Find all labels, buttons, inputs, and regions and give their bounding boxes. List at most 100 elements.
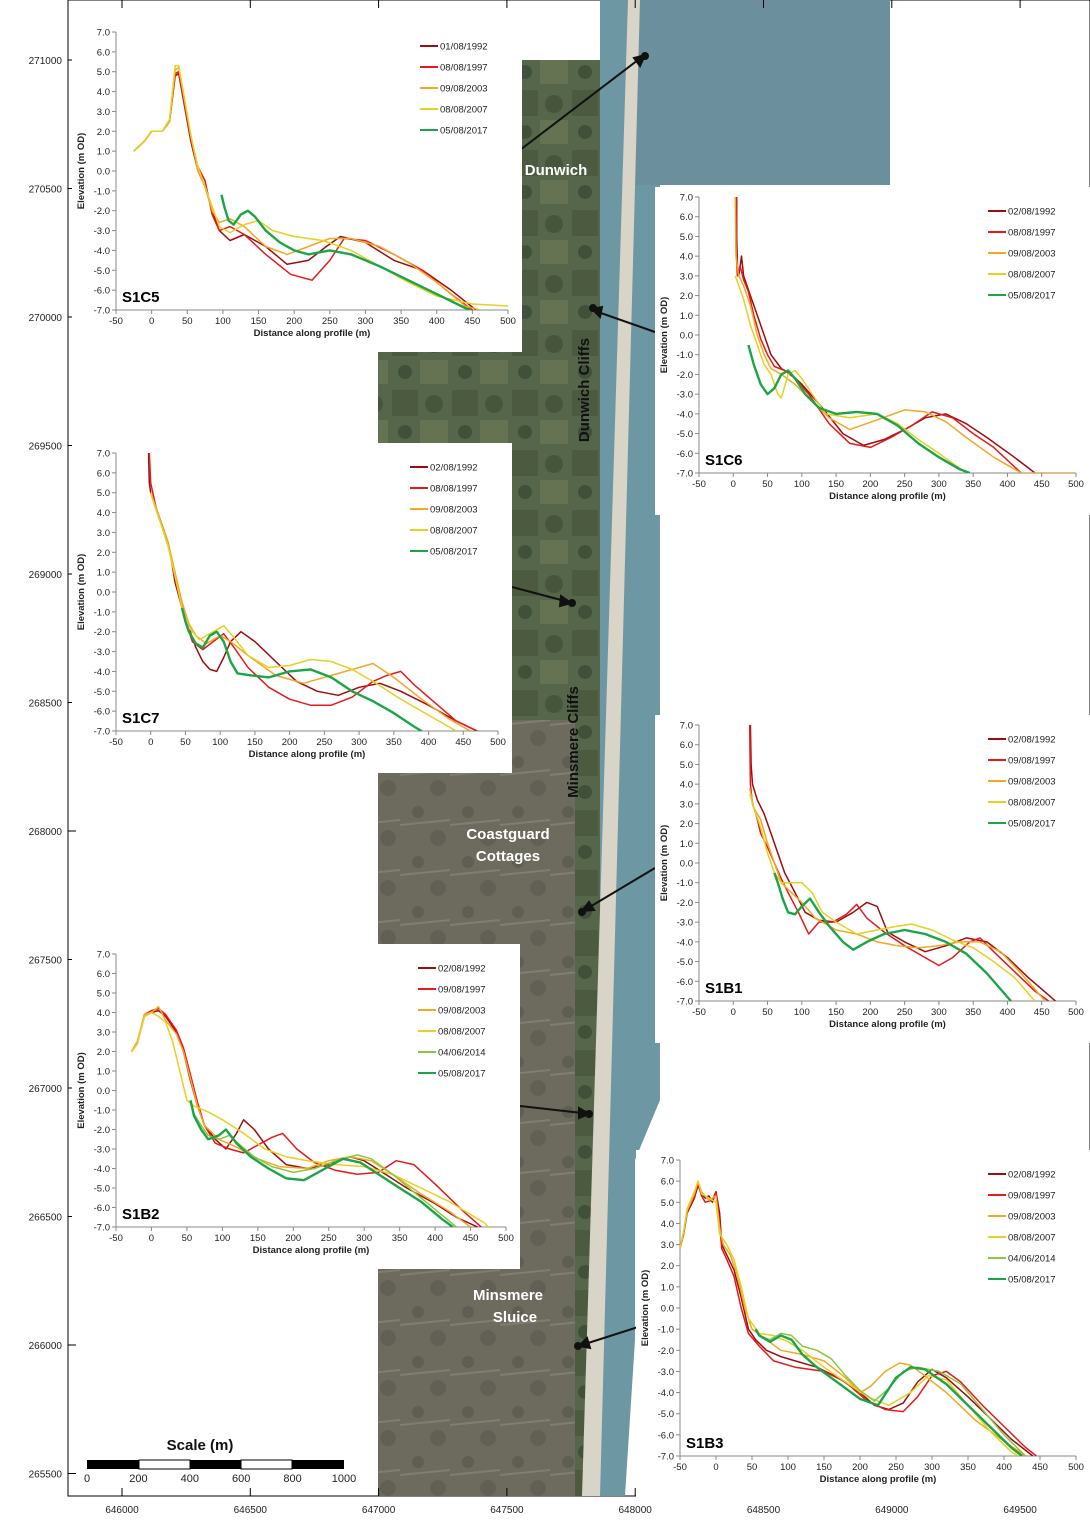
x-tick-label: 100 [780, 1462, 796, 1473]
y-tick-label: -1.0 [658, 1325, 674, 1336]
y-tick-label: 0.0 [680, 331, 693, 342]
map-x-tick-label: 647500 [490, 1505, 524, 1516]
y-tick-label: 4.0 [680, 780, 693, 791]
arrow-s1c7 [511, 586, 566, 602]
x-tick-label: 0 [148, 737, 153, 748]
legend-label: 09/08/1997 [438, 985, 486, 996]
legend-label: 02/08/1992 [430, 463, 478, 474]
legend-label: 05/08/2017 [430, 547, 478, 558]
y-tick-label: 7.0 [97, 28, 110, 39]
y-tick-label: 3.0 [661, 1240, 674, 1251]
chart-background [636, 1150, 1090, 1498]
profile-label: S1B1 [705, 980, 743, 997]
y-tick-label: 2.0 [97, 548, 110, 559]
scale-bar-label: 800 [283, 1473, 301, 1485]
x-tick-label: -50 [673, 1462, 687, 1473]
y-tick-label: 4.0 [97, 87, 110, 98]
map-y-tick-label: 266500 [29, 1213, 63, 1224]
x-axis-label: Distance along profile (m) [829, 491, 946, 502]
profile-label: S1C6 [705, 452, 743, 469]
place-label-sluice-2: Sluice [493, 1309, 537, 1326]
y-tick-label: -5.0 [94, 687, 110, 698]
y-tick-label: 6.0 [97, 468, 110, 479]
chart-legend: 01/08/1992 08/08/1997 09/08/2003 08/08/2007… [420, 42, 488, 137]
y-tick-label: -3.0 [677, 390, 693, 401]
y-axis-label: Elevation (m OD) [640, 1270, 651, 1347]
y-axis-label: Elevation (m OD) [659, 825, 670, 902]
y-tick-label: 2.0 [97, 127, 110, 138]
y-tick-label: -7.0 [94, 727, 110, 738]
x-tick-label: 100 [215, 316, 231, 327]
y-tick-label: 4.0 [97, 1008, 110, 1019]
profile-chart-s1b3: 7.0 6.0 5.0 4.0 3.0 2.0 1.0 0.0 -1.0 -2.0 -3.0 -4.0… [636, 1150, 1090, 1498]
y-tick-label: -1.0 [94, 607, 110, 618]
y-tick-label: 4.0 [97, 508, 110, 519]
x-tick-label: 500 [498, 1233, 514, 1244]
y-tick-label: -4.0 [94, 667, 110, 678]
y-tick-label: 6.0 [97, 47, 110, 58]
x-axis-label: Distance along profile (m) [249, 749, 366, 760]
map-x-tick-label: 646000 [105, 1505, 139, 1516]
series-line-05-08-2017 [189, 1100, 454, 1227]
x-tick-label: 200 [862, 1007, 878, 1018]
y-tick-label: 7.0 [680, 721, 693, 732]
y-tick-label: -6.0 [677, 977, 693, 988]
x-tick-label: 500 [490, 737, 506, 748]
legend-label: 09/08/2003 [1008, 1212, 1056, 1223]
x-tick-label: -50 [109, 1233, 123, 1244]
y-tick-label: -2.0 [94, 206, 110, 217]
x-tick-label: 300 [931, 1007, 947, 1018]
y-tick-label: -7.0 [94, 306, 110, 317]
series-line-08-08-2007 [748, 793, 1036, 1001]
series-line-05-08-2017 [180, 607, 423, 731]
sea-upper [632, 0, 890, 185]
map-y-tick-label: 269500 [29, 442, 63, 453]
chart-axes: 7.0 6.0 5.0 4.0 3.0 2.0 1.0 0.0 -1.0 -2.0 -3.0 -4.0… [640, 1156, 1084, 1486]
chart-series-group [130, 1005, 489, 1227]
y-tick-label: -1.0 [94, 1106, 110, 1117]
y-tick-label: 1.0 [97, 568, 110, 579]
y-tick-label: -1.0 [677, 350, 693, 361]
x-tick-label: 450 [455, 737, 471, 748]
y-tick-label: 7.0 [680, 193, 693, 204]
map-x-tick-label: 649500 [1003, 1505, 1037, 1516]
x-tick-label: 350 [393, 316, 409, 327]
legend-label: 05/08/2017 [1008, 819, 1056, 830]
x-tick-label: 50 [182, 316, 193, 327]
y-axis-label: Elevation (m OD) [76, 554, 87, 631]
y-tick-label: 3.0 [97, 1028, 110, 1039]
series-line-08-08-2007 [734, 275, 967, 473]
scale-bar-label: 400 [181, 1473, 199, 1485]
x-tick-label: 150 [250, 1233, 266, 1244]
map-y-tick-label: 268000 [29, 827, 63, 838]
y-tick-label: -6.0 [94, 1203, 110, 1214]
y-tick-label: 5.0 [97, 488, 110, 499]
chart-axes: 7.0 6.0 5.0 4.0 3.0 2.0 1.0 0.0 -1.0 -2.0 -3.0 -4.0… [659, 193, 1084, 503]
x-tick-label: 400 [1000, 479, 1016, 490]
x-tick-label: 300 [358, 316, 374, 327]
legend-label: 02/08/1992 [1008, 1170, 1056, 1181]
profile-chart-s1b1: 7.0 6.0 5.0 4.0 3.0 2.0 1.0 0.0 -1.0 -2.0 -3.0 -4.0… [655, 715, 1090, 1043]
series-line-05-08-2017 [220, 194, 472, 310]
x-tick-label: 500 [500, 316, 516, 327]
chart-series-group [133, 65, 508, 310]
x-tick-label: 250 [897, 1007, 913, 1018]
x-tick-label: 500 [1068, 1007, 1084, 1018]
y-tick-label: -6.0 [658, 1430, 674, 1441]
x-tick-label: 50 [762, 479, 773, 490]
x-tick-label: 250 [316, 737, 332, 748]
map-x-tick-label: 648000 [619, 1505, 653, 1516]
arrow-s1c6 [597, 311, 656, 333]
series-line-05-08-2017 [754, 1328, 1023, 1456]
x-tick-label: 0 [731, 1007, 736, 1018]
y-tick-label: -4.0 [94, 1164, 110, 1175]
profile-chart-s1c6: 7.0 6.0 5.0 4.0 3.0 2.0 1.0 0.0 -1.0 -2.0 -3.0 -4.0… [655, 187, 1090, 515]
x-tick-label: 450 [463, 1233, 479, 1244]
y-tick-label: 0.0 [97, 588, 110, 599]
y-tick-label: 0.0 [680, 859, 693, 870]
legend-label: 08/08/2007 [430, 526, 478, 537]
y-tick-label: -4.0 [677, 409, 693, 420]
x-tick-label: 450 [1034, 1007, 1050, 1018]
x-tick-label: -50 [109, 316, 123, 327]
place-label-coastguard-1: Coastguard [466, 826, 549, 843]
